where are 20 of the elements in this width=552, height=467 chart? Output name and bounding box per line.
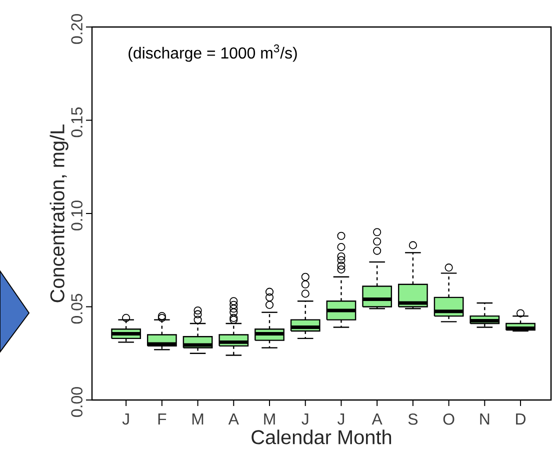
x-tick-label: J xyxy=(122,414,129,425)
x-tick-label: D xyxy=(516,414,526,424)
y-tick-label: 0.00 xyxy=(71,387,82,417)
y-tick-label: 0.15 xyxy=(71,107,82,138)
x-tick-label: M xyxy=(192,414,204,424)
y-axis-title: Concentration, mg/L xyxy=(50,124,68,302)
x-tick-label: O xyxy=(443,414,454,425)
y-tick-label: 0.20 xyxy=(71,14,82,44)
x-tick-label: S xyxy=(408,414,418,425)
x-tick-label: J xyxy=(302,414,308,425)
x-tick-label: A xyxy=(228,414,239,424)
x-tick-label: M xyxy=(264,414,275,424)
annotation: (discharge = 1000 m$^{3}$/s) xyxy=(128,44,297,62)
x-tick-label: N xyxy=(480,414,490,424)
y-tick-label: 0.10 xyxy=(71,200,82,230)
x-axis-title: Calendar Month xyxy=(252,430,392,444)
x-tick-label: F xyxy=(158,414,166,424)
y-tick-label: 0.05 xyxy=(71,294,82,324)
x-tick-label: J xyxy=(337,414,344,425)
x-tick-label: A xyxy=(372,414,382,424)
